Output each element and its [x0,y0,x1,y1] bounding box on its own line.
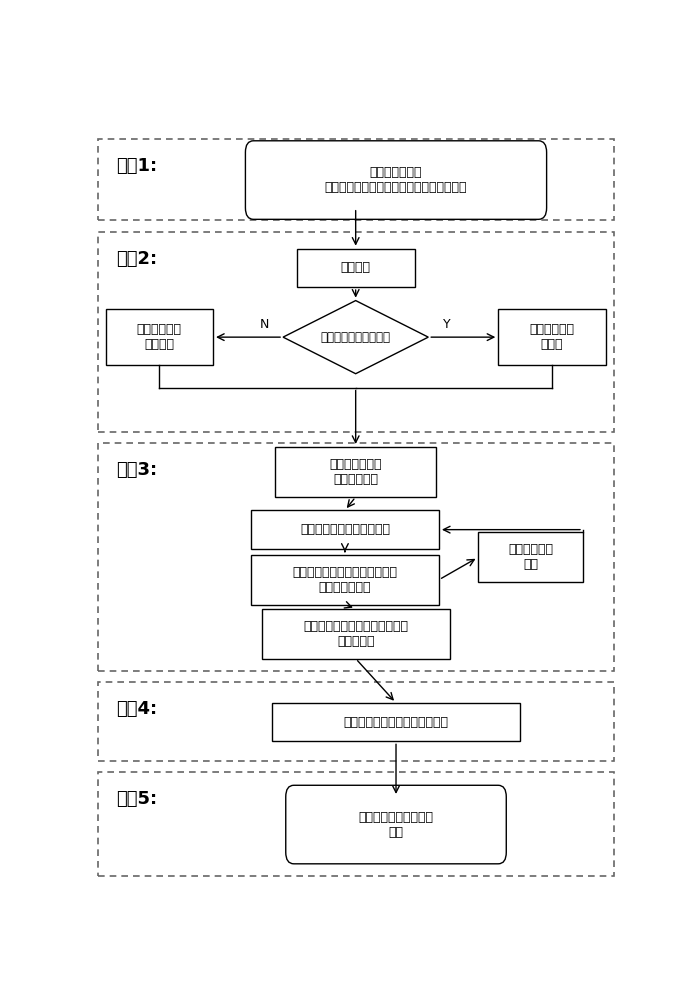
Text: 步骤3:: 步骤3: [117,461,158,479]
Text: 计算关键区域的
中心轴并离散: 计算关键区域的 中心轴并离散 [330,458,382,486]
Text: 依据变半径摆线数学模型计算摆
线加工路径: 依据变半径摆线数学模型计算摆 线加工路径 [303,620,408,648]
Text: 步骤4:: 步骤4: [117,700,158,718]
Text: 步骤5:: 步骤5: [117,790,158,808]
Text: 步骤1:: 步骤1: [117,157,158,175]
Text: 加工区域是否包含岛屿: 加工区域是否包含岛屿 [321,331,391,344]
Text: 步骤2:: 步骤2: [117,250,158,268]
FancyBboxPatch shape [286,785,507,864]
Text: 计算下一个离
散点: 计算下一个离 散点 [508,543,553,571]
FancyBboxPatch shape [272,703,520,741]
FancyBboxPatch shape [296,249,415,287]
Text: N: N [260,318,269,331]
Text: 区域划分: 区域划分 [341,261,371,274]
Text: 关键区域在岛
屿周边: 关键区域在岛 屿周边 [530,323,575,351]
Text: 关键区域在中
心轴附近: 关键区域在中 心轴附近 [137,323,182,351]
Text: 后置处理，输出到机床
加工: 后置处理，输出到机床 加工 [359,811,434,839]
Text: Y: Y [443,318,451,331]
FancyBboxPatch shape [251,555,439,605]
FancyBboxPatch shape [105,309,213,365]
Text: 计算一个刀位点的径向深度: 计算一个刀位点的径向深度 [300,523,390,536]
FancyBboxPatch shape [246,141,547,219]
Text: 迭代计算当前离散点处摆线周期
的最大径向深度: 迭代计算当前离散点处摆线周期 的最大径向深度 [292,566,398,594]
FancyBboxPatch shape [251,510,439,549]
FancyBboxPatch shape [498,309,606,365]
FancyBboxPatch shape [262,609,450,659]
FancyBboxPatch shape [478,532,583,582]
Text: 设计非摆线加工区域的加工路径: 设计非摆线加工区域的加工路径 [344,716,448,729]
Polygon shape [283,301,428,374]
Text: 模型信息输入：
选取加工区域，截平面间距，设置加工参数: 模型信息输入： 选取加工区域，截平面间距，设置加工参数 [325,166,467,194]
FancyBboxPatch shape [275,447,437,497]
